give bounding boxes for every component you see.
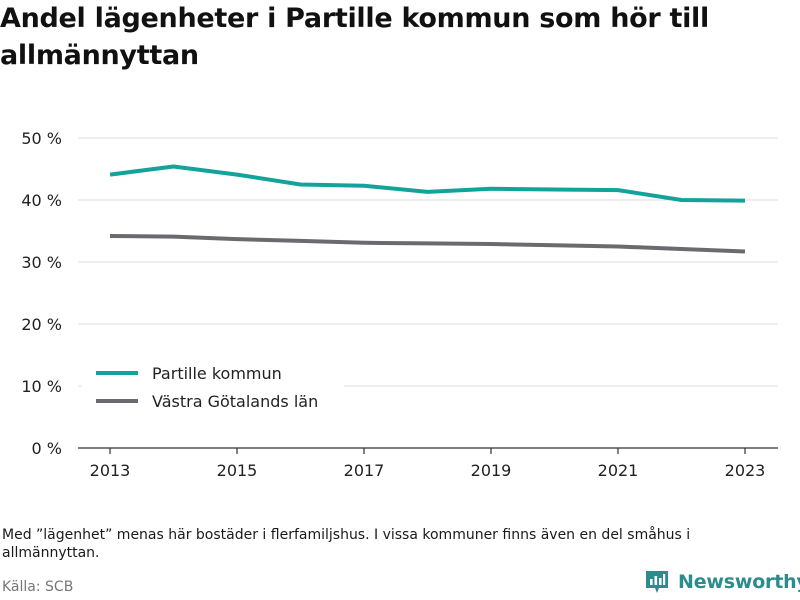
y-tick-label: 0 % xyxy=(32,439,62,458)
y-tick-label: 40 % xyxy=(21,191,62,210)
chart-title: Andel lägenheter i Partille kommun som h… xyxy=(0,3,709,71)
y-tick-label: 20 % xyxy=(21,315,62,334)
x-tick-label: 2023 xyxy=(725,461,766,480)
newsworthy-logo-icon xyxy=(646,571,668,593)
source-label: Källa: SCB xyxy=(2,579,74,595)
legend-label: Partille kommun xyxy=(152,364,282,383)
legend-label: Västra Götalands län xyxy=(152,392,318,411)
y-tick-label: 30 % xyxy=(21,253,62,272)
series-line-2 xyxy=(109,234,746,254)
legend-background xyxy=(82,357,344,417)
x-tick-label: 2021 xyxy=(598,461,639,480)
series-line-1 xyxy=(109,164,746,203)
y-tick-label: 10 % xyxy=(21,377,62,396)
x-tick-label: 2019 xyxy=(471,461,512,480)
brand-name: Newsworthy xyxy=(678,571,800,593)
x-tick-label: 2013 xyxy=(90,461,131,480)
y-tick-label: 50 % xyxy=(21,129,62,148)
x-tick-label: 2015 xyxy=(217,461,258,480)
line-chart: 0 % 10 % 20 % 30 % 40 % 50 % 2013 2015 2017 2019 2… xyxy=(21,129,778,480)
chart-note: Med ”lägenhet” menas här bostäder i fler… xyxy=(2,527,691,561)
x-tick-label: 2017 xyxy=(344,461,385,480)
brand-logo: Newsworthy xyxy=(644,569,800,595)
